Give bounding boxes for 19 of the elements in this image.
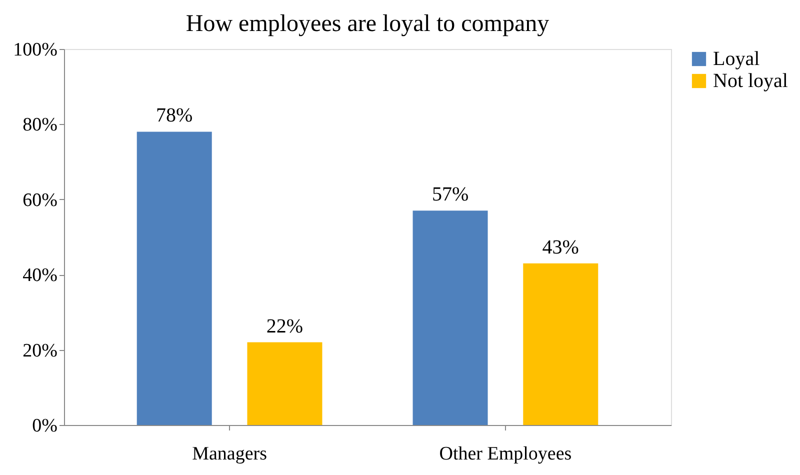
x-tick-label: Managers (192, 444, 268, 464)
x-tick-label: Other Employees (439, 444, 572, 464)
y-tick-label: 0% (32, 416, 58, 436)
data-label: 57% (432, 184, 469, 206)
y-tick-label: 40% (22, 265, 58, 286)
y-tick-label: 20% (22, 340, 58, 362)
chart-title: How employees are loyal to company (186, 11, 550, 37)
legend-label: Loyal (713, 48, 760, 70)
bar (136, 132, 212, 425)
data-label: 22% (266, 315, 304, 338)
bar (247, 342, 322, 425)
legend-label: Not loyal (713, 70, 788, 92)
y-tick-label: 80% (22, 114, 58, 136)
data-label: 78% (156, 104, 193, 127)
bar (523, 263, 598, 425)
data-label: 43% (542, 236, 579, 258)
bar (412, 210, 488, 425)
y-tick-label: 100% (13, 40, 58, 60)
y-tick-label: 60% (22, 190, 58, 211)
